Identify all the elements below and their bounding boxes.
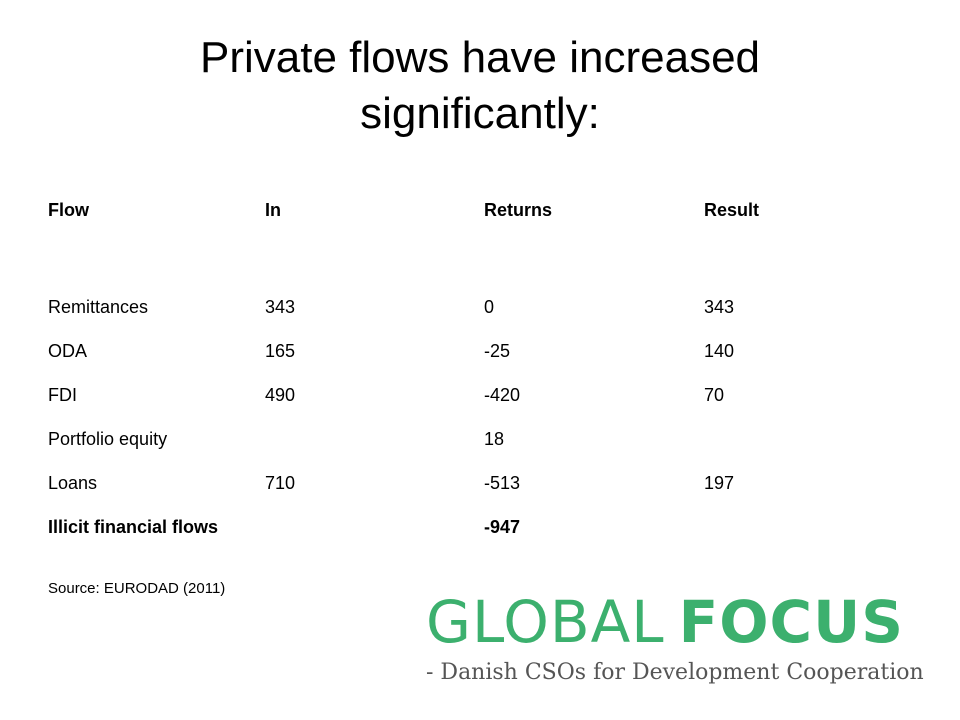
cell-in: 165 xyxy=(265,341,296,361)
cell-flow: ODA xyxy=(48,341,88,361)
header-returns: Returns xyxy=(484,200,553,220)
cell-in: 710 xyxy=(265,473,296,493)
header-flow: Flow xyxy=(48,200,89,220)
cell-in: 343 xyxy=(265,297,296,317)
cell-flow: Illicit financial flows xyxy=(48,517,219,537)
source-note: Source: EURODAD (2011) xyxy=(48,580,226,597)
header-result: Result xyxy=(704,200,760,220)
logo-wordmark: GLOBAL FOCUS xyxy=(426,588,904,656)
logo-tagline: - Danish CSOs for Development Cooperatio… xyxy=(426,660,924,685)
cell-flow: Portfolio equity xyxy=(48,429,168,449)
cell-flow: FDI xyxy=(48,385,77,405)
cell-result: 140 xyxy=(704,341,735,361)
cell-returns: -513 xyxy=(484,473,521,493)
title-line-1: Private flows have increased xyxy=(199,33,761,82)
table-row-illicit-financial-flows: Illicit financial flows -947 xyxy=(48,513,848,541)
header-in: In xyxy=(265,200,281,220)
cell-result: 70 xyxy=(704,385,725,405)
cell-returns: -947 xyxy=(484,517,521,537)
cell-returns: -25 xyxy=(484,341,511,361)
table-row-remittances: Remittances 343 0 343 xyxy=(48,293,848,321)
table-row-oda: ODA 165 -25 140 xyxy=(48,337,848,365)
cell-returns: 18 xyxy=(484,429,505,449)
title-line-2: significantly: xyxy=(360,89,600,138)
global-focus-logo: GLOBAL FOCUS - Danish CSOs for Developmen… xyxy=(426,588,936,698)
logo-word-global: GLOBAL xyxy=(426,588,665,656)
table-row-portfolio-equity: Portfolio equity 18 xyxy=(48,425,848,453)
cell-flow: Loans xyxy=(48,473,98,493)
cell-result: 197 xyxy=(704,473,735,493)
slide-title: Private flows have increased significant… xyxy=(120,30,840,142)
cell-returns: 0 xyxy=(484,297,495,317)
cell-returns: -420 xyxy=(484,385,521,405)
logo-word-focus: FOCUS xyxy=(678,588,904,656)
cell-result: 343 xyxy=(704,297,735,317)
table-row-fdi: FDI 490 -420 70 xyxy=(48,381,848,409)
cell-flow: Remittances xyxy=(48,297,149,317)
table-header-row: Flow In Returns Result xyxy=(48,196,848,224)
table-row-loans: Loans 710 -513 197 xyxy=(48,469,848,497)
cell-in: 490 xyxy=(265,385,296,405)
